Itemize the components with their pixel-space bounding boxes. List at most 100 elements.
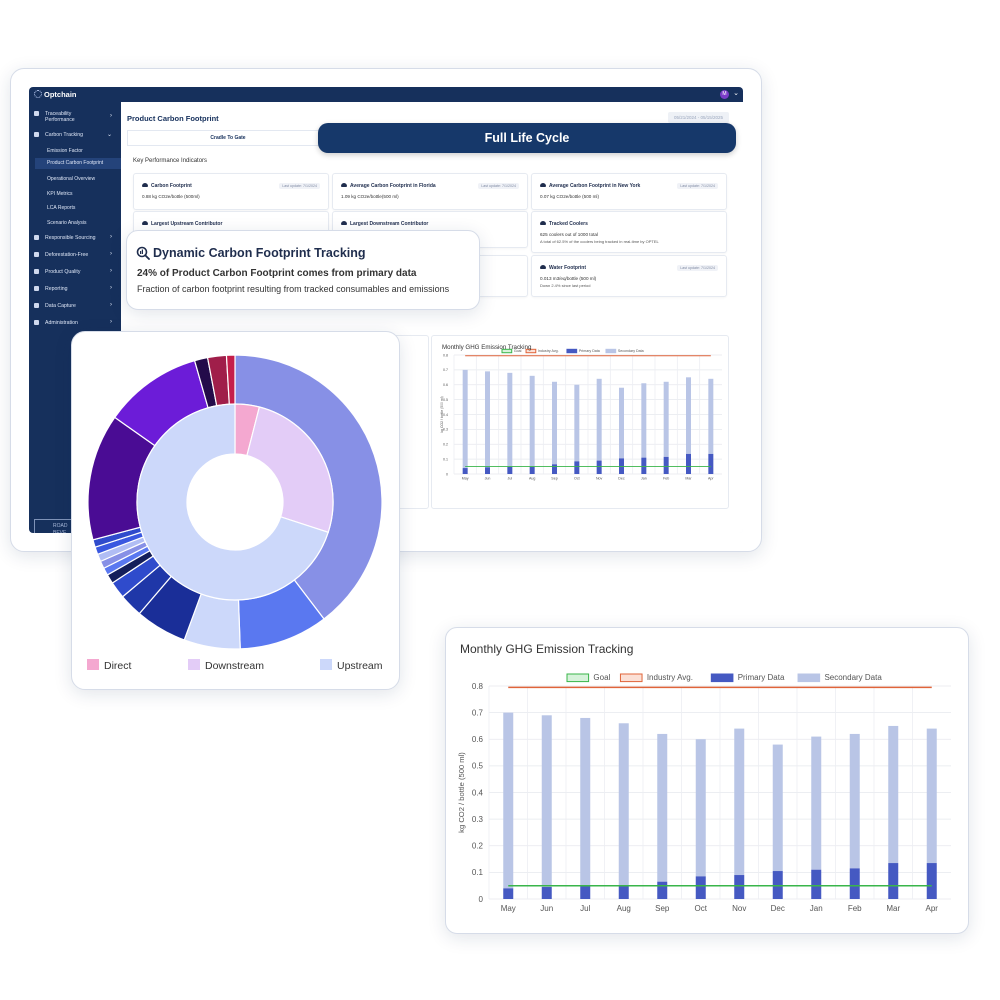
x-tick-label: Sep: [655, 904, 670, 913]
chevron-right-icon: ›: [110, 285, 112, 291]
bar-secondary: [695, 739, 706, 877]
top-bar: Optchain M ⌄: [29, 87, 743, 102]
kpi-title: Largest Upstream Contributor: [142, 221, 222, 227]
kpi-title: Largest Downstream Contributor: [341, 221, 428, 227]
bar-primary: [552, 464, 557, 474]
sidebar-item-label: Responsible Sourcing: [45, 235, 96, 241]
sidebar-sub-emission-factor[interactable]: Emission Factor: [47, 148, 83, 154]
client-logo: ROAD BEVE: [34, 519, 76, 533]
bar-secondary: [618, 723, 629, 886]
y-tick-label: 0.3: [472, 815, 484, 824]
kpi-updated: Last update: 7/1/2024: [478, 183, 519, 189]
x-tick-label: Aug: [617, 904, 631, 913]
bar-secondary: [888, 725, 899, 864]
bar-primary: [849, 868, 860, 899]
sidebar-sub-product-carbon-footprint[interactable]: Product Carbon Footprint: [35, 158, 121, 169]
legend-label: Goal: [593, 673, 610, 682]
chevron-down-icon[interactable]: ⌄: [733, 90, 739, 97]
kpi-value: 1.09 kg CO2e/bottle(500 ml): [341, 194, 399, 199]
bar-secondary: [580, 717, 591, 886]
kpi-note: Down 2.4% since last period: [540, 283, 591, 288]
ghg-chart-card: Monthly GHG Emission Tracking 0 0.1 0.2 0.3…: [445, 627, 969, 934]
chevron-right-icon: ›: [110, 234, 112, 240]
alert-icon: [142, 221, 148, 225]
bar-primary: [503, 888, 514, 899]
x-tick-label: May: [501, 904, 516, 913]
x-tick-label: Feb: [848, 904, 862, 913]
legend-label: Goal: [514, 349, 522, 353]
legend-swatch: [320, 659, 332, 670]
tab-full-life-cycle[interactable]: Full Life Cycle: [318, 123, 736, 153]
legend-upstream[interactable]: Upstream: [320, 659, 383, 672]
bar-primary: [708, 453, 714, 474]
kpi-card-carbon-footprint: Carbon Footprint Last update: 7/1/2024 0…: [133, 173, 329, 210]
x-tick-label: Jun: [540, 904, 553, 913]
donut-chart-card: Direct Downstream Upstream: [71, 331, 400, 690]
bar-secondary: [686, 377, 691, 454]
legend-label: Primary Data: [579, 349, 600, 353]
x-tick-label: Aug: [529, 476, 535, 480]
legend-direct[interactable]: Direct: [87, 659, 131, 672]
kpi-card-water-footprint: Water Footprint Last update: 7/1/2024 0.…: [531, 255, 727, 297]
kpi-title: Average Carbon Footprint in Florida: [341, 183, 436, 189]
legend-label: Downstream: [205, 660, 264, 672]
tab-cradle-to-gate[interactable]: Cradle To Gate: [127, 130, 329, 146]
y-tick-label: 0.6: [472, 735, 484, 744]
sidebar-item-label: Traceability Performance: [45, 111, 75, 123]
bar-secondary: [811, 736, 822, 870]
cloud-icon: [540, 183, 546, 187]
bar-secondary: [663, 381, 669, 457]
sidebar-sub-operational-overview[interactable]: Operational Overview: [47, 176, 96, 182]
inner-ring-slice: [246, 406, 334, 534]
legend-swatch: [525, 348, 537, 354]
sidebar-sub-label: Product Carbon Footprint: [47, 160, 104, 166]
cloud-icon: [142, 183, 148, 187]
chevron-right-icon: ›: [110, 268, 112, 274]
x-tick-label: Nov: [596, 476, 603, 480]
x-tick-label: Oct: [574, 476, 580, 480]
app-logo[interactable]: Optchain: [34, 90, 77, 99]
legend-label: Industry Avg.: [538, 349, 559, 353]
bar-secondary: [574, 384, 580, 462]
bar-primary: [734, 875, 745, 899]
bar-primary: [580, 885, 591, 899]
y-tick-label: 0.2: [472, 842, 484, 851]
wrench-icon: [34, 320, 39, 325]
legend-swatch: [605, 348, 617, 354]
sidebar-sub-lca-reports[interactable]: LCA Reports: [47, 205, 76, 211]
bar-primary: [541, 887, 552, 899]
avatar[interactable]: M: [720, 90, 729, 99]
bar-secondary: [529, 375, 535, 467]
y-tick-label: 0.6: [443, 383, 448, 387]
bar-secondary: [734, 728, 745, 876]
x-tick-label: Oct: [695, 904, 708, 913]
inner-ring-slice: [136, 403, 329, 601]
date-range-picker[interactable]: 05/21/2024 - 05/15/2025: [667, 112, 729, 123]
sidebar-sub-scenario-analysis[interactable]: Scenario Analysis: [47, 220, 87, 226]
report-icon: [34, 286, 39, 291]
bar-secondary: [462, 369, 468, 469]
y-tick-label: 0: [479, 895, 484, 904]
bar-primary: [462, 468, 468, 474]
mini-ghg-chart: 0 0.1 0.2 0.3 0.4 0.5 0.6 0.7 0.8 May Jun Jul Aug Sep…: [440, 348, 722, 480]
mini-chart-title: Monthly GHG Emission Tracking: [442, 344, 532, 351]
legend-label: Secondary Data: [824, 673, 882, 682]
legend-label: Upstream: [337, 660, 383, 672]
quality-icon: [34, 269, 39, 274]
legend-label: Direct: [104, 660, 132, 672]
bar-secondary: [849, 733, 860, 869]
mini-chart-card: Monthly GHG Emission Tracking 0 0.1 0.2 0.3…: [431, 335, 729, 509]
bar-secondary: [657, 733, 668, 882]
sidebar-sub-kpi-metrics[interactable]: KPI Metrics: [47, 191, 73, 197]
legend-swatch: [797, 673, 821, 683]
y-tick-label: 0: [446, 472, 448, 476]
y-tick-label: 0.2: [443, 443, 448, 447]
x-tick-label: Jan: [810, 904, 823, 913]
leaf-icon: [34, 235, 39, 240]
chevron-right-icon: ›: [110, 302, 112, 308]
y-axis-label: kg CO2 / bottle (500 ml): [440, 396, 444, 432]
sidebar-item-label: Product Quality: [45, 269, 81, 275]
chevron-down-icon: ⌄: [106, 132, 112, 138]
x-tick-label: Dec: [771, 904, 785, 913]
legend-downstream[interactable]: Downstream: [188, 659, 264, 672]
